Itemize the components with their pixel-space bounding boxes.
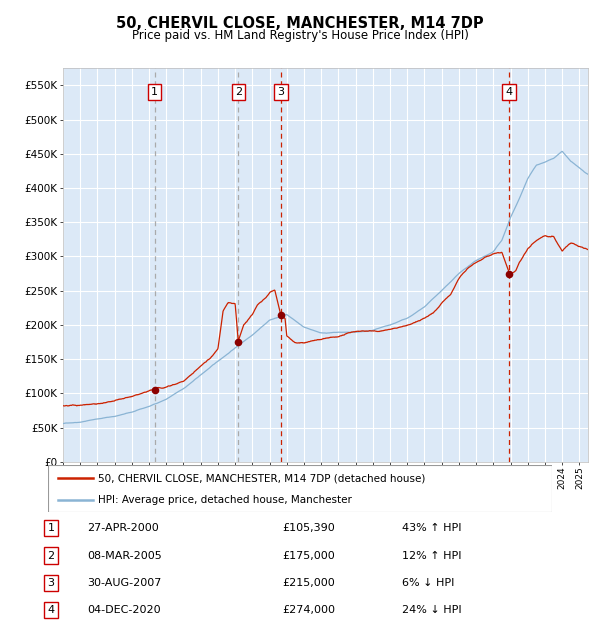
Text: 04-DEC-2020: 04-DEC-2020 (87, 605, 161, 615)
Text: 43% ↑ HPI: 43% ↑ HPI (402, 523, 461, 533)
Text: 08-MAR-2005: 08-MAR-2005 (87, 551, 162, 560)
Text: 12% ↑ HPI: 12% ↑ HPI (402, 551, 461, 560)
Text: 3: 3 (277, 87, 284, 97)
Text: £175,000: £175,000 (282, 551, 335, 560)
Text: 2: 2 (47, 551, 55, 560)
Text: 50, CHERVIL CLOSE, MANCHESTER, M14 7DP (detached house): 50, CHERVIL CLOSE, MANCHESTER, M14 7DP (… (98, 473, 426, 483)
Text: 24% ↓ HPI: 24% ↓ HPI (402, 605, 461, 615)
Text: 1: 1 (151, 87, 158, 97)
Text: 30-AUG-2007: 30-AUG-2007 (87, 578, 161, 588)
Text: 1: 1 (47, 523, 55, 533)
Text: £274,000: £274,000 (282, 605, 335, 615)
Text: Price paid vs. HM Land Registry's House Price Index (HPI): Price paid vs. HM Land Registry's House … (131, 29, 469, 42)
Text: 6% ↓ HPI: 6% ↓ HPI (402, 578, 454, 588)
Text: £215,000: £215,000 (282, 578, 335, 588)
Text: 3: 3 (47, 578, 55, 588)
Text: 4: 4 (47, 605, 55, 615)
Text: HPI: Average price, detached house, Manchester: HPI: Average price, detached house, Manc… (98, 495, 352, 505)
Text: 50, CHERVIL CLOSE, MANCHESTER, M14 7DP: 50, CHERVIL CLOSE, MANCHESTER, M14 7DP (116, 16, 484, 30)
Text: 4: 4 (506, 87, 513, 97)
Text: 27-APR-2000: 27-APR-2000 (87, 523, 159, 533)
Text: 2: 2 (235, 87, 242, 97)
Text: £105,390: £105,390 (282, 523, 335, 533)
